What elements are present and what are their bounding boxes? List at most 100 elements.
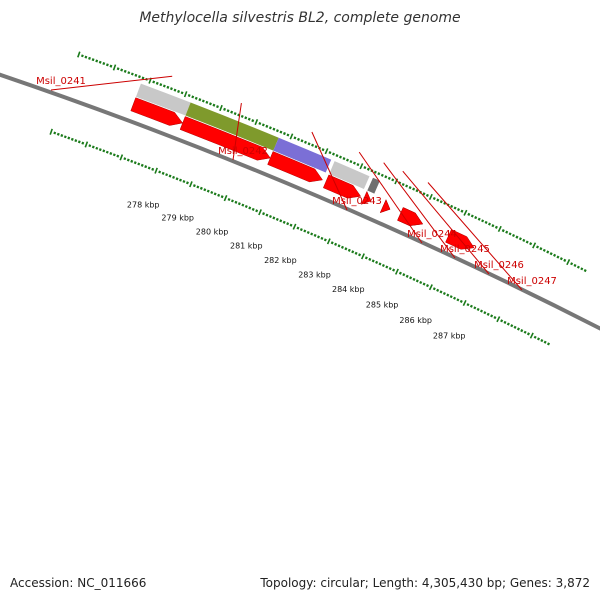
- minor-tick: [248, 206, 252, 210]
- minor-tick: [237, 202, 241, 206]
- minor-tick: [338, 155, 343, 159]
- minor-tick: [439, 200, 443, 204]
- gene-leader-line: [427, 182, 523, 291]
- minor-tick: [520, 329, 524, 333]
- cds-arrow: [360, 190, 372, 205]
- minor-tick: [84, 55, 88, 59]
- minor-tick: [553, 253, 557, 257]
- major-tick: [254, 119, 259, 126]
- minor-tick: [201, 99, 205, 103]
- minor-tick: [334, 242, 338, 246]
- minor-tick: [474, 216, 478, 220]
- minor-tick: [240, 114, 244, 118]
- gene-label: Msil_0243: [332, 196, 382, 207]
- minor-tick: [147, 166, 151, 170]
- minor-tick: [198, 98, 202, 102]
- minor-tick: [234, 200, 238, 204]
- minor-tick: [493, 315, 497, 320]
- minor-tick: [217, 193, 221, 197]
- minor-tick: [268, 214, 272, 219]
- minor-tick: [140, 163, 144, 167]
- minor-tick: [323, 238, 327, 242]
- minor-tick: [526, 332, 530, 336]
- minor-tick: [364, 256, 368, 260]
- gene-label: Msil_0245: [440, 244, 490, 255]
- kbp-tick-label: 278 kbp: [127, 200, 160, 209]
- minor-tick: [70, 137, 74, 141]
- minor-tick: [321, 148, 325, 152]
- minor-tick: [536, 337, 541, 341]
- minor-tick: [300, 139, 304, 143]
- minor-tick: [144, 165, 148, 169]
- minor-tick: [112, 153, 116, 157]
- minor-tick: [177, 89, 181, 94]
- minor-tick: [109, 64, 113, 68]
- minor-tick: [310, 232, 314, 236]
- minor-tick: [388, 267, 392, 271]
- minor-tick: [296, 137, 301, 141]
- minor-tick: [130, 72, 134, 76]
- minor-tick: [358, 253, 362, 257]
- minor-tick: [102, 149, 106, 153]
- minor-tick: [98, 60, 102, 64]
- minor-tick: [268, 126, 272, 130]
- cds-arrow: [130, 97, 184, 126]
- minor-tick: [194, 96, 198, 100]
- cds-arrow: [267, 151, 323, 183]
- minor-tick: [185, 181, 189, 185]
- minor-tick: [244, 116, 248, 120]
- minor-tick: [102, 62, 106, 66]
- minor-tick: [546, 250, 550, 254]
- minor-tick: [161, 171, 165, 175]
- minor-tick: [450, 204, 454, 208]
- minor-tick: [81, 141, 85, 145]
- minor-tick: [484, 220, 488, 224]
- minor-tick: [137, 75, 141, 79]
- minor-tick: [515, 235, 519, 239]
- minor-tick: [505, 230, 509, 234]
- major-tick: [154, 167, 158, 174]
- minor-tick: [127, 71, 131, 75]
- kbp-tick-label: 284 kbp: [332, 285, 365, 294]
- kbp-tick-label: 285 kbp: [366, 300, 399, 309]
- minor-tick: [212, 103, 216, 107]
- minor-tick: [230, 110, 234, 114]
- minor-tick: [275, 217, 279, 221]
- minor-tick: [53, 131, 57, 135]
- minor-tick: [313, 233, 317, 237]
- minor-tick: [375, 260, 379, 264]
- minor-tick: [522, 238, 526, 242]
- minor-tick: [162, 84, 166, 88]
- major-tick: [360, 253, 365, 260]
- minor-tick: [511, 233, 516, 238]
- minor-tick: [241, 203, 245, 207]
- minor-tick: [408, 186, 412, 190]
- minor-tick: [328, 151, 332, 155]
- minor-tick: [371, 259, 375, 263]
- minor-tick: [105, 63, 109, 67]
- minor-tick: [583, 269, 587, 273]
- minor-tick: [126, 158, 130, 162]
- minor-tick: [432, 287, 436, 291]
- gene-leader-line: [402, 170, 490, 275]
- minor-tick: [432, 196, 436, 201]
- gene-block: [185, 102, 279, 151]
- accession-text: Accession: NC_011666: [10, 576, 147, 590]
- minor-tick: [446, 293, 450, 297]
- minor-tick: [377, 172, 381, 176]
- minor-tick: [373, 170, 377, 174]
- minor-tick: [385, 265, 389, 269]
- minor-tick: [481, 219, 485, 223]
- minor-tick: [501, 229, 505, 233]
- minor-tick: [351, 250, 355, 254]
- minor-tick: [237, 113, 241, 117]
- gene-leader-line: [311, 131, 348, 211]
- minor-tick: [525, 240, 529, 244]
- minor-tick: [523, 330, 527, 334]
- minor-tick: [540, 338, 544, 343]
- minor-tick: [381, 263, 385, 268]
- minor-tick: [74, 139, 78, 143]
- minor-tick: [456, 208, 461, 212]
- minor-tick: [342, 157, 346, 161]
- major-tick: [529, 332, 534, 339]
